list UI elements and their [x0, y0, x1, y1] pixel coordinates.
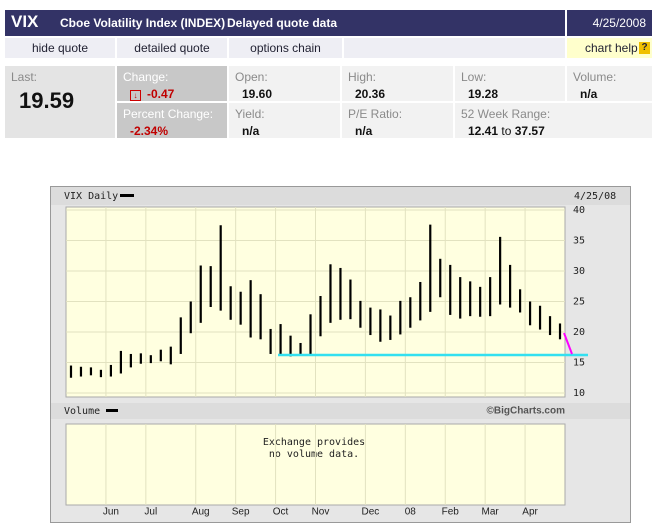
- label: Last:: [11, 70, 38, 84]
- change-value: -0.47: [147, 87, 175, 101]
- volume-note: Exchange provides: [263, 437, 365, 448]
- yield-cell: Yield: n/a: [229, 103, 340, 138]
- value: n/a: [242, 124, 260, 138]
- chart-title: VIX Daily: [64, 191, 118, 202]
- label: Open:: [235, 70, 268, 84]
- help-tab[interactable]: chart help?: [567, 38, 652, 58]
- label: Volume:: [573, 70, 617, 84]
- range-low: 12.41: [468, 124, 499, 138]
- tab[interactable]: hide quote: [5, 38, 115, 58]
- volume-note: no volume data.: [269, 449, 359, 460]
- symbol: VIX: [11, 12, 39, 31]
- x-tick-label: Oct: [273, 507, 289, 518]
- value: 19.60: [242, 87, 273, 101]
- x-tick-label: Sep: [232, 507, 250, 518]
- label: P/E Ratio:: [348, 107, 403, 121]
- volume-title: Volume: [64, 406, 100, 417]
- date-cell: 4/25/2008: [567, 10, 652, 36]
- quote-note: Delayed quote data: [227, 16, 338, 30]
- legend-swatch: [120, 194, 134, 197]
- label: 52 Week Range:: [461, 107, 551, 121]
- tab[interactable]: detailed quote: [117, 38, 227, 58]
- x-tick-label: Mar: [482, 507, 500, 518]
- value: -2.34%: [130, 124, 169, 138]
- help-icon: ?: [639, 42, 650, 54]
- pe-cell: P/E Ratio: n/a: [342, 103, 453, 138]
- range-cell: 52 Week Range: 12.41 to 37.57: [455, 103, 652, 138]
- open-cell: Open: 19.60: [229, 66, 340, 101]
- marks: [69, 224, 562, 378]
- quote-name: Cboe Volatility Index (INDEX): [60, 16, 226, 30]
- x-tick-label: Aug: [192, 507, 210, 518]
- volume-swatch: [106, 409, 118, 412]
- help-label: chart help: [585, 41, 638, 55]
- x-tick-label: Jun: [103, 507, 119, 518]
- value: n/a: [355, 124, 373, 138]
- y-tick-label: 35: [573, 236, 585, 247]
- y-tick-label: 10: [573, 388, 585, 399]
- header-bar: VIX Cboe Volatility Index (INDEX) Delaye…: [5, 10, 565, 36]
- label: High:: [348, 70, 377, 84]
- change-cell: Change: ↓ -0.47: [117, 66, 227, 101]
- y-tick-label: 30: [573, 266, 585, 277]
- down-icon: ↓: [130, 90, 141, 101]
- value: 19.59: [19, 88, 75, 113]
- x-tick-label: Jul: [144, 507, 157, 518]
- y-tick-label: 20: [573, 327, 585, 338]
- grid: [66, 207, 565, 505]
- high-cell: High: 20.36: [342, 66, 453, 101]
- value: n/a: [580, 87, 598, 101]
- x-tick-label: Apr: [522, 507, 538, 518]
- trend-line: [563, 332, 573, 355]
- chart-date: 4/25/08: [574, 191, 616, 202]
- label: Yield:: [235, 107, 265, 121]
- label: Change:: [123, 70, 169, 84]
- label: Percent Change:: [123, 107, 214, 121]
- title-strip: [51, 187, 630, 205]
- x-tick-label: Feb: [442, 507, 460, 518]
- low-cell: Low: 19.28: [455, 66, 565, 101]
- y-tick-label: 15: [573, 358, 585, 369]
- last-cell: Last: 19.59: [5, 66, 115, 138]
- credit: ©BigCharts.com: [487, 406, 566, 417]
- volume-cell: Volume: n/a: [567, 66, 652, 101]
- date: 4/25/2008: [592, 16, 646, 30]
- value: 20.36: [355, 87, 386, 101]
- pct-cell: Percent Change: -2.34%: [117, 103, 227, 138]
- range-sep: to: [501, 124, 512, 138]
- x-tick-label: 08: [405, 507, 417, 518]
- range-high: 37.57: [514, 124, 545, 138]
- x-tick-label: Nov: [312, 507, 330, 518]
- label: Low:: [461, 70, 487, 84]
- value: 12.41 to 37.57: [468, 124, 652, 138]
- y-tick-label: 25: [573, 297, 585, 308]
- volume-strip: [51, 403, 630, 419]
- tab[interactable]: options chain: [229, 38, 342, 58]
- value: 19.28: [468, 87, 499, 101]
- y-tick-label: 40: [573, 205, 585, 216]
- x-tick-label: Dec: [361, 507, 379, 518]
- tab-spacer: [344, 38, 565, 58]
- value: ↓ -0.47: [130, 87, 227, 101]
